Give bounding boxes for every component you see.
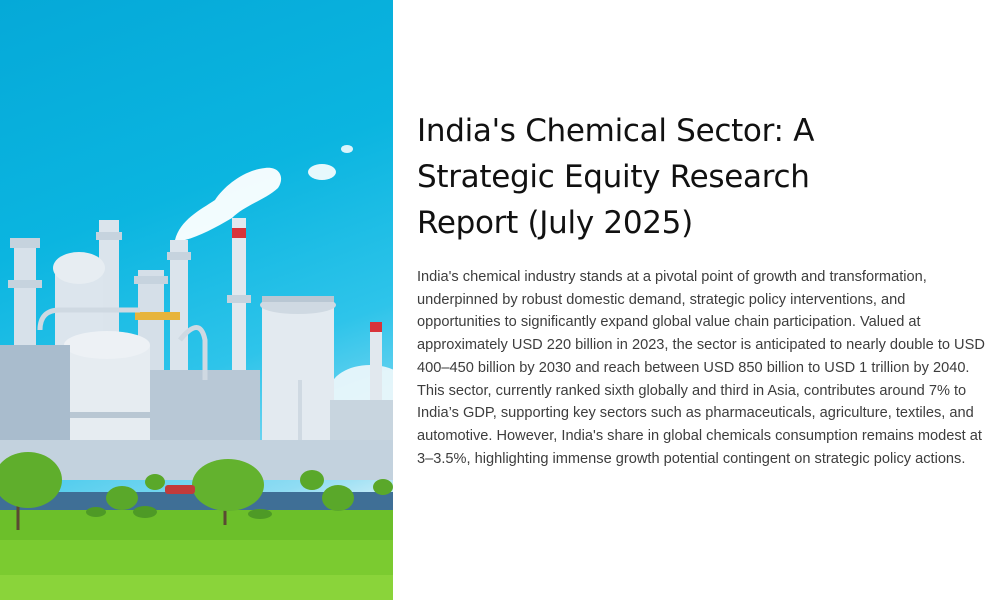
- chemical-plant-illustration: [0, 145, 393, 600]
- summary-paragraph: India's chemical industry stands at a pi…: [417, 269, 985, 467]
- document-content: India's Chemical Sector: A Strategic Equ…: [417, 108, 987, 470]
- page-title: India's Chemical Sector: A Strategic Equ…: [417, 113, 815, 241]
- hero-image: [0, 0, 393, 600]
